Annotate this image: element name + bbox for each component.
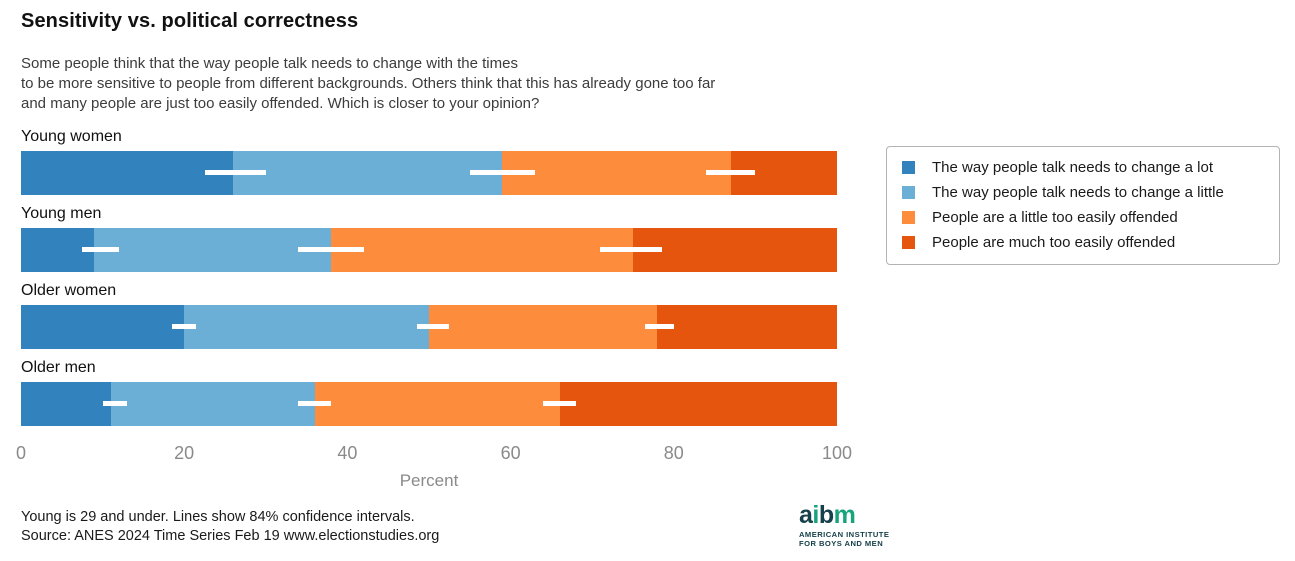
legend-item: The way people talk needs to change a lo… — [887, 155, 1279, 180]
logo-letter: i — [812, 501, 819, 529]
x-axis-label: Percent — [399, 471, 459, 490]
legend-swatch-orange — [902, 211, 915, 224]
footnotes: Young is 29 and under. Lines show 84% co… — [21, 508, 439, 546]
aibm-logo: aibm AMERICAN INSTITUTE FOR BOYS AND MEN — [799, 503, 889, 549]
bar-segment — [428, 305, 658, 349]
confidence-interval-line — [645, 324, 674, 329]
bar-segment — [233, 151, 503, 195]
legend-label: People are much too easily offended — [932, 234, 1176, 251]
legend-swatch-light-blue — [902, 186, 915, 199]
aibm-logo-wordmark: aibm — [799, 503, 889, 528]
logo-tagline-line: FOR BOYS AND MEN — [799, 539, 884, 548]
bar-segment — [657, 305, 837, 349]
legend-swatch-dark-orange — [902, 236, 915, 249]
confidence-interval-line — [298, 247, 364, 252]
stacked-bar — [21, 151, 837, 195]
chart-row: Young women — [21, 125, 837, 195]
bar-segment — [314, 382, 560, 426]
legend-item: People are much too easily offended — [887, 230, 1279, 255]
bar-segment — [502, 151, 731, 195]
bar-segment — [21, 151, 234, 195]
confidence-interval-line — [82, 247, 119, 252]
footnote-source: Source: ANES 2024 Time Series Feb 19 www… — [21, 528, 440, 544]
footnote-methodology: Young is 29 and under. Lines show 84% co… — [21, 509, 415, 525]
bar-segment — [94, 228, 332, 272]
group-label: Young men — [21, 205, 102, 222]
stacked-bar — [21, 382, 837, 426]
logo-letter: m — [833, 501, 856, 529]
logo-letter: b — [818, 501, 834, 529]
confidence-interval-line — [416, 324, 450, 329]
x-axis-tick-label: 60 — [500, 443, 521, 463]
legend-label: The way people talk needs to change a lo… — [932, 159, 1214, 176]
chart-subtitle: Some people think that the way people ta… — [21, 54, 715, 114]
x-axis-tick-label: 100 — [821, 443, 853, 463]
confidence-interval-line — [298, 401, 332, 406]
legend-swatch-dark-blue — [902, 161, 915, 174]
bar-segment — [632, 228, 837, 272]
legend-box: The way people talk needs to change a lo… — [886, 146, 1280, 265]
logo-tagline: AMERICAN INSTITUTE FOR BOYS AND MEN — [799, 530, 889, 548]
bar-segment — [559, 382, 837, 426]
bar-segment — [110, 382, 315, 426]
bar-segment — [21, 305, 185, 349]
confidence-interval-line — [171, 324, 197, 329]
logo-letter: a — [799, 501, 813, 529]
group-label: Older women — [21, 282, 117, 299]
subtitle-line: to be more sensitive to people from diff… — [21, 75, 716, 92]
x-axis-tick-label: 0 — [15, 443, 27, 463]
group-label: Young women — [21, 128, 122, 145]
confidence-interval-line — [204, 170, 266, 175]
x-axis: Percent 0 20 40 60 80 100 — [16, 443, 852, 495]
stacked-bar — [21, 305, 837, 349]
stacked-bar — [21, 228, 837, 272]
subtitle-line: and many people are just too easily offe… — [21, 95, 540, 112]
legend-item: People are a little too easily offended — [887, 205, 1279, 230]
confidence-interval-line — [469, 170, 536, 175]
x-axis-tick-label: 20 — [174, 443, 195, 463]
group-label: Older men — [21, 359, 96, 376]
confidence-interval-line — [543, 401, 576, 406]
chart-row: Young men — [21, 202, 837, 272]
chart-row: Older men — [21, 356, 837, 426]
confidence-interval-line — [600, 247, 662, 252]
bar-segment — [184, 305, 429, 349]
chart-row: Older women — [21, 279, 837, 349]
chart-title: Sensitivity vs. political correctness — [21, 10, 359, 32]
bar-segment — [21, 382, 111, 426]
x-axis-tick-label: 80 — [663, 443, 684, 463]
subtitle-line: Some people think that the way people ta… — [21, 55, 518, 72]
legend-item: The way people talk needs to change a li… — [887, 180, 1279, 205]
chart-plot-area: Young women Young men Older women Older men — [21, 125, 837, 433]
logo-tagline-line: AMERICAN INSTITUTE — [799, 530, 890, 539]
bar-segment — [331, 228, 633, 272]
x-axis-tick-label: 40 — [337, 443, 358, 463]
confidence-interval-line — [102, 401, 128, 406]
legend-label: The way people talk needs to change a li… — [932, 184, 1224, 201]
legend-label: People are a little too easily offended — [932, 209, 1178, 226]
confidence-interval-line — [706, 170, 756, 175]
